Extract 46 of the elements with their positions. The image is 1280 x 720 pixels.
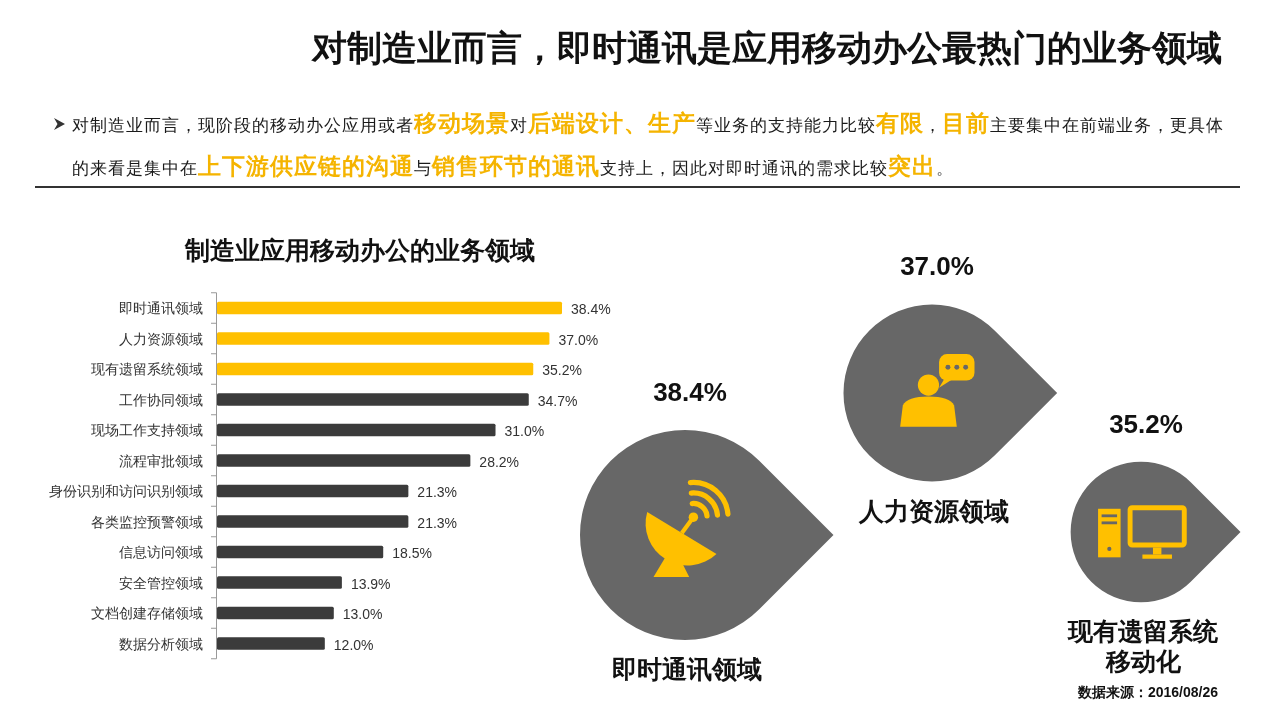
data-label: 13.0% (342, 606, 383, 622)
category-label: 即时通讯领域 (612, 655, 762, 683)
data-label: 38.4% (571, 301, 611, 317)
data-label: 38.4% (653, 377, 727, 407)
y-tick-label: 信息访问领域 (119, 544, 203, 560)
data-label: 37.0% (900, 251, 974, 282)
bar (217, 515, 409, 528)
source-note: 数据来源：2016/08/26 (1076, 684, 1219, 700)
bar (217, 576, 342, 589)
data-label: 21.3% (417, 484, 458, 500)
y-tick-label: 即时通讯领域 (119, 300, 203, 316)
y-tick-label: 现场工作支持领域 (91, 422, 203, 438)
y-tick-label: 数据分析领域 (119, 635, 203, 652)
y-tick-label: 身份识别和访问识别领域 (49, 483, 203, 499)
data-label: 34.7% (537, 392, 578, 409)
y-tick-label: 各类监控预警领域 (91, 513, 203, 530)
bar (217, 545, 384, 559)
bar (217, 484, 409, 498)
bar (217, 301, 562, 315)
bar (217, 454, 471, 467)
bar (217, 362, 534, 376)
bar (217, 423, 496, 437)
y-tick-label: 文档创建存储领域 (91, 605, 203, 621)
text: 对制造业而言，即时通讯是应用移动办公最热门的业务领域 (312, 28, 1222, 68)
y-tick-label: 人力资源领域 (119, 330, 203, 347)
data-label: 28.2% (479, 453, 520, 470)
text: 对制造业而言，现阶段的移动办公应用或者移动场景对后端设计、生产等业务的支持能力比较有限，目前主要集中在前端业务，更具体的来看是集中在上下游供应链的沟通与销售环节的通讯支持上，因此对即时通讯的需求比较突出。 (72, 110, 1224, 179)
data-label: 37.0% (558, 331, 599, 348)
y-tick-label: 现有遗留系统领域 (91, 361, 203, 377)
y-tick-label: 安全管控领域 (119, 574, 203, 591)
category-label: 人力资源领域 (858, 496, 1009, 525)
data-label: 21.3% (417, 514, 458, 531)
data-label: 35.2% (1109, 408, 1183, 439)
bar (217, 606, 334, 620)
data-label: 18.5% (392, 545, 432, 561)
chart-title: 制造业应用移动办公的业务领域 (184, 236, 535, 264)
category-label: 现有遗留系统移动化 (1067, 617, 1219, 676)
bar (217, 393, 529, 406)
bar (217, 332, 550, 345)
data-label: 13.9% (350, 575, 391, 592)
data-label: 12.0% (333, 636, 374, 653)
y-tick-label: 流程审批领域 (119, 452, 203, 469)
bar (217, 637, 325, 650)
data-label: 35.2% (542, 362, 582, 378)
y-tick-label: 工作协同领域 (119, 391, 203, 408)
data-label: 31.0% (504, 423, 545, 439)
